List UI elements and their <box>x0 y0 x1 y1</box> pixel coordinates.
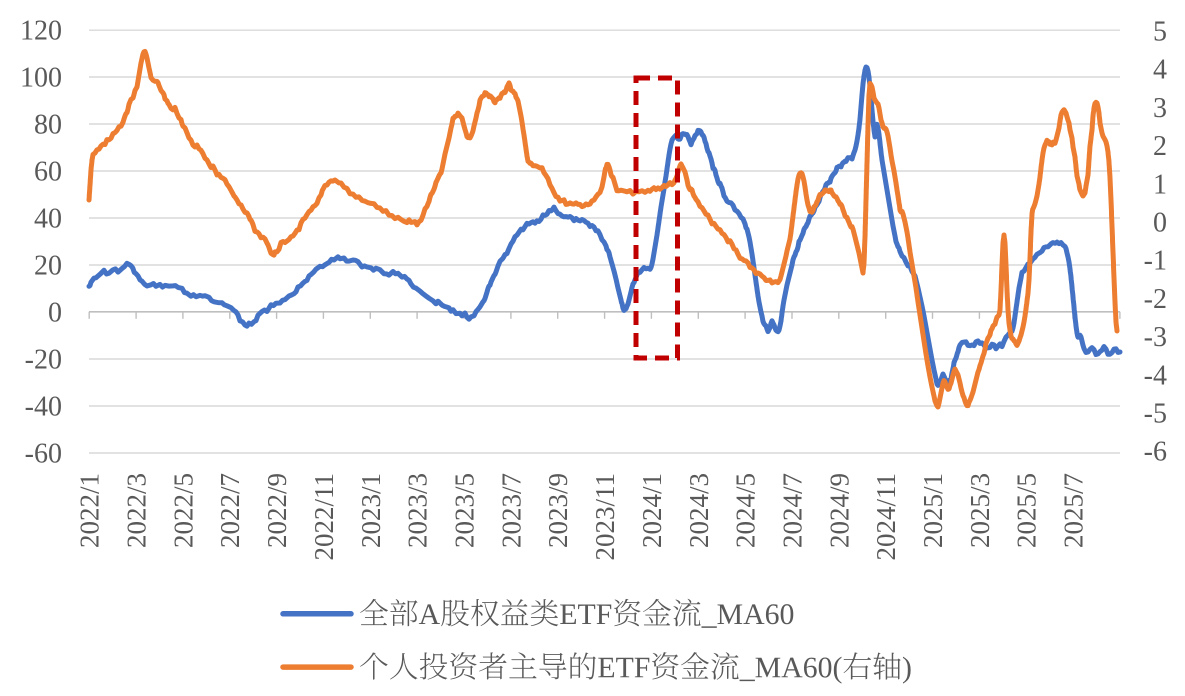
svg-text:-5: -5 <box>1144 399 1167 430</box>
svg-text:2023/7: 2023/7 <box>496 473 526 548</box>
svg-text:60: 60 <box>34 157 62 188</box>
svg-text:2025/5: 2025/5 <box>1012 473 1042 548</box>
svg-text:2022/11: 2022/11 <box>309 473 339 561</box>
svg-text:-20: -20 <box>25 345 62 376</box>
svg-text:2025/3: 2025/3 <box>965 473 995 548</box>
svg-text:2025/7: 2025/7 <box>1059 473 1089 548</box>
svg-text:-3: -3 <box>1144 322 1167 353</box>
svg-text:2024/7: 2024/7 <box>778 473 808 548</box>
svg-text:2024/9: 2024/9 <box>824 473 854 548</box>
svg-text:1: 1 <box>1153 169 1167 200</box>
svg-text:-6: -6 <box>1144 437 1167 468</box>
svg-text:2025/1: 2025/1 <box>918 473 948 548</box>
svg-text:2022/7: 2022/7 <box>215 473 245 548</box>
svg-text:3: 3 <box>1153 93 1167 124</box>
svg-text:2024/5: 2024/5 <box>731 473 761 548</box>
svg-text:80: 80 <box>34 110 62 141</box>
svg-text:2: 2 <box>1153 131 1167 162</box>
svg-text:2022/3: 2022/3 <box>122 473 152 548</box>
svg-text:40: 40 <box>34 204 62 235</box>
svg-text:2023/3: 2023/3 <box>403 473 433 548</box>
svg-text:120: 120 <box>20 16 62 47</box>
svg-text:2022/9: 2022/9 <box>262 473 292 548</box>
svg-text:2024/11: 2024/11 <box>871 473 901 561</box>
svg-text:2024/1: 2024/1 <box>637 473 667 548</box>
svg-text:100: 100 <box>20 63 62 94</box>
svg-text:-4: -4 <box>1144 360 1167 391</box>
svg-text:0: 0 <box>48 297 62 328</box>
svg-text:5: 5 <box>1153 17 1167 48</box>
svg-text:2023/9: 2023/9 <box>543 473 573 548</box>
svg-text:-40: -40 <box>25 392 62 423</box>
svg-text:4: 4 <box>1153 55 1167 86</box>
svg-text:2023/1: 2023/1 <box>356 473 386 548</box>
svg-text:0: 0 <box>1153 208 1167 239</box>
svg-text:-2: -2 <box>1144 284 1167 315</box>
svg-text:20: 20 <box>34 251 62 282</box>
svg-text:2022/1: 2022/1 <box>75 473 105 548</box>
svg-text:-1: -1 <box>1144 246 1167 277</box>
svg-text:2024/3: 2024/3 <box>684 473 714 548</box>
svg-text:2023/5: 2023/5 <box>450 473 480 548</box>
svg-text:2022/5: 2022/5 <box>168 473 198 548</box>
svg-text:-60: -60 <box>25 439 62 470</box>
svg-text:2023/11: 2023/11 <box>590 473 620 561</box>
